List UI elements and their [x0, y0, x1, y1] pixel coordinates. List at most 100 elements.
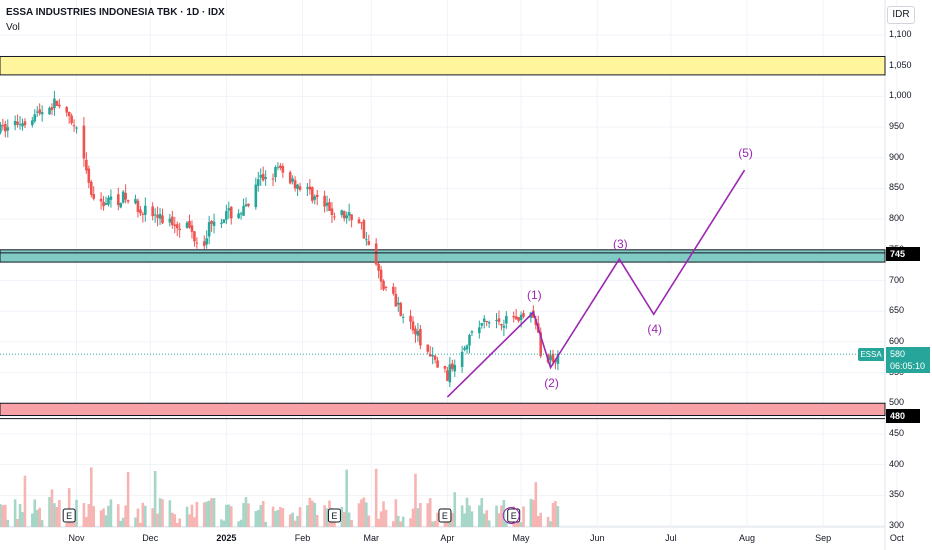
- candle-body: [33, 114, 37, 122]
- volume-bar: [144, 505, 147, 527]
- candle-body: [126, 200, 130, 202]
- volume-bar: [411, 508, 415, 527]
- candle-body: [178, 228, 181, 231]
- volume-bar: [99, 510, 103, 527]
- price-tick-label: 400: [889, 458, 905, 469]
- candle-body: [244, 204, 248, 207]
- volume-bar: [31, 513, 34, 527]
- volume-bar: [21, 512, 24, 527]
- volume-bar: [18, 504, 22, 527]
- candle-body: [411, 321, 415, 331]
- volume-bar: [451, 512, 454, 527]
- volume-bar: [6, 519, 10, 527]
- currency-button[interactable]: IDR: [887, 6, 915, 24]
- volume-bar: [532, 499, 535, 527]
- candle-body: [35, 111, 39, 113]
- candle-body: [347, 212, 351, 216]
- symbol-title[interactable]: ESSA INDUSTRIES INDONESIA TBK · 1D · IDX: [6, 7, 225, 18]
- candle-body: [102, 201, 105, 207]
- candle-body: [539, 332, 543, 357]
- volume-legend-label[interactable]: Vol: [6, 22, 20, 33]
- volume-bar: [87, 503, 91, 527]
- candle-body: [433, 355, 437, 360]
- candle-body: [549, 355, 552, 361]
- candle-body: [480, 322, 484, 326]
- candle-body: [225, 211, 228, 220]
- candle-body: [65, 107, 69, 113]
- volume-bar: [470, 511, 474, 527]
- volume-bar: [168, 500, 172, 527]
- candle-body: [514, 316, 518, 320]
- candle-body: [82, 125, 86, 159]
- candle-body: [0, 124, 2, 133]
- volume-bar: [173, 514, 177, 527]
- time-tick-label: Jun: [589, 533, 605, 543]
- candle-body: [350, 214, 353, 221]
- candle-body: [171, 216, 174, 226]
- candle-body: [109, 196, 113, 200]
- volume-bar: [362, 497, 366, 527]
- volume-bar: [414, 473, 417, 527]
- volume-bar: [0, 504, 2, 527]
- volume-bar: [382, 501, 385, 527]
- chart-grid: [0, 0, 898, 550]
- volume-bar: [107, 505, 110, 527]
- candle-body: [259, 175, 263, 178]
- candle-body: [92, 194, 96, 199]
- volume-bar: [67, 488, 71, 527]
- candle-body: [99, 198, 103, 202]
- volume-bar: [119, 520, 123, 527]
- volume-bar: [377, 518, 380, 527]
- time-tick-label: Apr: [440, 533, 455, 543]
- volume-bar: [409, 518, 412, 527]
- volume-bar: [58, 500, 61, 527]
- candle-body: [323, 195, 326, 207]
- volume-bar: [85, 516, 88, 527]
- volume-bar: [478, 505, 481, 527]
- candle-body: [242, 206, 245, 216]
- volume-bar: [468, 505, 471, 527]
- candle-body: [58, 104, 61, 107]
- volume-bar: [254, 511, 258, 527]
- candle-body: [144, 205, 147, 215]
- candle-body: [205, 238, 209, 245]
- volume-bar: [399, 521, 403, 527]
- volume-bar: [121, 517, 125, 527]
- volume-bar: [222, 520, 226, 527]
- volume-bar: [75, 499, 78, 527]
- wave-label: (3): [612, 237, 628, 252]
- candle-body: [210, 221, 213, 224]
- candle-body: [188, 221, 191, 228]
- candle-body: [207, 222, 211, 237]
- volume-bar: [288, 514, 292, 527]
- resistance-level-label: 745: [886, 247, 920, 261]
- volume-bar: [431, 521, 434, 527]
- volume-bar: [549, 521, 552, 527]
- candle-body: [13, 121, 17, 126]
- volume-bar: [195, 501, 199, 527]
- candle-body: [190, 225, 194, 232]
- candle-body: [500, 323, 503, 326]
- candle-body: [340, 210, 344, 216]
- volume-bar: [519, 522, 523, 527]
- volume-bar: [53, 503, 56, 527]
- candle-body: [394, 294, 398, 307]
- last-price-value: 580: [890, 349, 906, 359]
- volume-bar: [384, 509, 388, 527]
- volume-bar: [293, 520, 297, 527]
- candle-body: [315, 194, 319, 198]
- zone-yellow: [0, 55, 886, 76]
- candle-body: [4, 124, 7, 132]
- candle-body: [306, 187, 309, 189]
- candle-body: [151, 206, 154, 217]
- candle-body: [53, 98, 56, 109]
- candle-body: [168, 218, 172, 223]
- candle-body: [124, 192, 127, 200]
- volume-bar: [396, 515, 400, 527]
- time-tick-label: Aug: [739, 533, 756, 543]
- volume-bar: [357, 503, 361, 527]
- candle-body: [288, 172, 292, 184]
- candle-body: [75, 127, 78, 129]
